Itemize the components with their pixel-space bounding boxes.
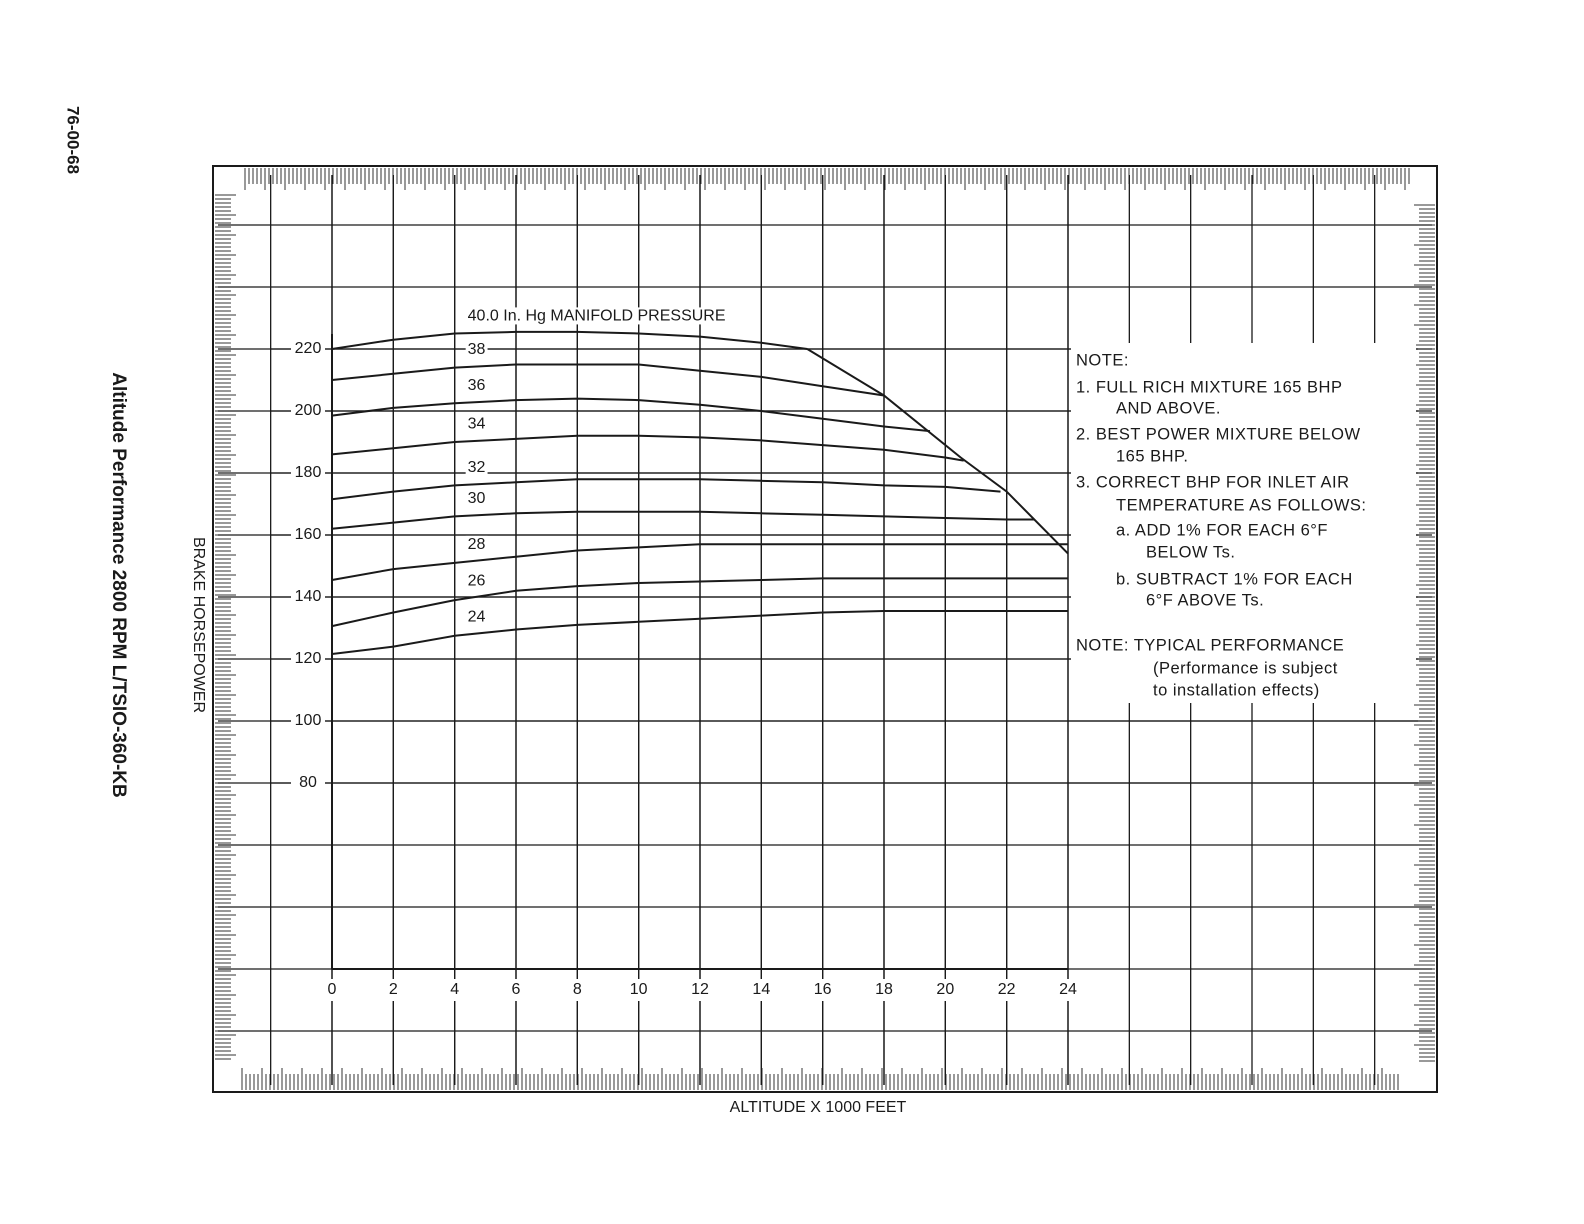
series-label-bg: [465, 535, 488, 553]
note-line: a. ADD 1% FOR EACH 6°F: [1116, 521, 1328, 539]
series-label: 38: [468, 341, 486, 358]
tick-label-bg: [291, 774, 325, 792]
series-line: [331, 610, 1068, 655]
tick-label-bg: [291, 340, 325, 358]
note-line: 1. FULL RICH MIXTURE 165 BHP: [1076, 378, 1342, 396]
tick-label-bg: [624, 979, 653, 1001]
series-label-bg: [465, 341, 488, 359]
series-line: [331, 363, 885, 397]
series-label: 40.0 In. Hg MANIFOLD PRESSURE: [468, 307, 726, 324]
y-tick-label: 100: [295, 712, 322, 729]
series-line: [331, 478, 1001, 501]
x-tick-label: 0: [328, 981, 337, 998]
x-tick-label: 24: [1059, 981, 1077, 998]
note-box: [1071, 343, 1416, 703]
y-tick-label: 220: [295, 340, 322, 357]
tick-label-bg: [291, 588, 325, 606]
y-tick-label: 80: [299, 774, 317, 791]
series-line: [806, 348, 1069, 555]
tick-label-bg: [563, 979, 592, 1001]
x-tick-label: 2: [389, 981, 398, 998]
series-label-bg: [465, 415, 488, 433]
series-label-bg: [465, 307, 728, 325]
y-axis-label: BRAKE HORSEPOWER: [190, 537, 207, 713]
tick-label-bg: [870, 979, 898, 1001]
series-label-bg: [465, 489, 488, 508]
series-line: [331, 577, 1068, 628]
x-tick-label: 22: [998, 981, 1016, 998]
x-tick-label: 20: [936, 981, 954, 998]
chart-title: Altitude Performance 2800 RPM L/TSIO-360…: [108, 372, 129, 798]
tick-label-bg: [291, 464, 325, 482]
note-line: to installation effects): [1153, 681, 1320, 699]
y-tick-label: 200: [295, 402, 322, 419]
page-number: 76-00-68: [64, 106, 83, 174]
x-tick-label: 16: [814, 981, 832, 998]
tick-label-bg: [318, 979, 346, 1001]
note-line: AND ABOVE.: [1116, 399, 1221, 417]
x-tick-label: 6: [512, 981, 521, 998]
note-line: 6°F ABOVE Ts.: [1146, 591, 1264, 609]
plot: 40.0 In. Hg MANIFOLD PRESSURE 38 36 34 32 30 2…: [331, 307, 1366, 699]
note-line: 3. CORRECT BHP FOR INLET AIR: [1076, 473, 1349, 491]
series-label: 28: [468, 536, 486, 553]
tick-label-bg: [808, 979, 837, 1001]
tick-label-bg: [686, 979, 714, 1001]
tick-label-bg: [992, 979, 1021, 1001]
series-label: 26: [468, 572, 486, 589]
x-axis-label: ALTITUDE X 1000 FEET: [730, 1099, 907, 1116]
x-tick-label: 8: [573, 981, 582, 998]
tick-label-bg: [291, 712, 325, 730]
tick-label-bg: [931, 979, 960, 1001]
series-label-bg: [465, 608, 488, 626]
note-line: BELOW Ts.: [1146, 543, 1235, 561]
series-line: [331, 510, 1035, 530]
tick-label-bg: [291, 402, 325, 420]
tick-label-bg: [291, 650, 325, 668]
series-label: 30: [468, 490, 486, 507]
note-line: b. SUBTRACT 1% FOR EACH: [1116, 570, 1353, 588]
series-label: 32: [468, 459, 486, 476]
series-label: 36: [468, 377, 486, 394]
series-label: 24: [468, 609, 486, 626]
y-tick-label: 140: [295, 588, 322, 605]
series-label-bg: [465, 572, 488, 590]
x-tick-label: 10: [630, 981, 648, 998]
tick-label-bg: [1054, 979, 1082, 1001]
series-line: [331, 330, 808, 350]
tick-label-bg: [747, 979, 776, 1001]
note-line: TEMPERATURE AS FOLLOWS:: [1116, 496, 1366, 514]
note-line: NOTE:: [1076, 351, 1129, 369]
y-tick-label: 160: [295, 526, 322, 543]
x-tick-label: 4: [450, 981, 459, 998]
series-label: 34: [468, 416, 486, 433]
tick-label-bg: [379, 979, 408, 1001]
series-line: [331, 543, 1068, 581]
x-tick-label: 12: [691, 981, 709, 998]
series-line: [331, 434, 964, 462]
note-line: 165 BHP.: [1116, 447, 1189, 465]
note-line: (Performance is subject: [1153, 659, 1338, 677]
y-tick-label: 120: [295, 650, 322, 667]
x-tick-label: 14: [752, 981, 770, 998]
tick-label-bg: [291, 526, 325, 544]
x-tick-label: 18: [875, 981, 893, 998]
series-label-bg: [465, 376, 488, 394]
note-line: NOTE: TYPICAL PERFORMANCE: [1076, 636, 1344, 654]
tick-label-bg: [440, 979, 469, 1001]
note-line: 2. BEST POWER MIXTURE BELOW: [1076, 425, 1361, 443]
series-line: [331, 397, 931, 433]
y-tick-label: 180: [295, 464, 322, 481]
tick-label-bg: [502, 979, 530, 1001]
series-label-bg: [465, 458, 488, 477]
